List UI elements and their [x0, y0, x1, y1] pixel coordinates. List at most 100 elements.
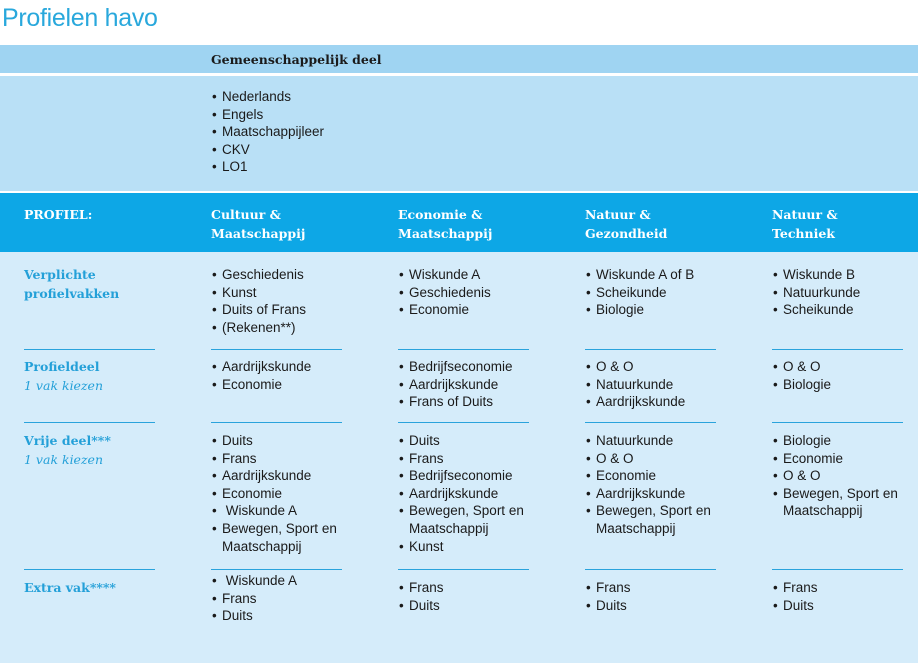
row-label-line: Verplichte	[24, 267, 96, 282]
profile-header-cultuur: Cultuur & Maatschappij	[211, 205, 381, 243]
cell-extra-cultuur: Wiskunde A Frans Duits	[212, 572, 297, 625]
list-item: Frans	[212, 450, 347, 468]
list-item: Natuurkunde	[586, 376, 685, 394]
list-item: O & O	[773, 358, 831, 376]
common-header-band	[0, 45, 918, 73]
divider	[398, 569, 529, 570]
list-item: Wiskunde B	[773, 266, 860, 284]
divider	[772, 349, 903, 350]
list-item: Geschiedenis	[212, 266, 306, 284]
list-item: Kunst	[399, 538, 534, 556]
list-item: Duits of Frans	[212, 301, 306, 319]
list-item: Duits	[773, 597, 818, 615]
list-item: Natuurkunde	[773, 284, 860, 302]
list-item: Bedrijfseconomie	[399, 358, 513, 376]
row-sublabel: 1 vak kiezen	[24, 378, 103, 393]
cell-vrije-techniek: Biologie Economie O & O Bewegen, Sport e…	[773, 432, 908, 520]
list-item: Duits	[212, 432, 347, 450]
list-item: Aardrijkskunde	[212, 467, 347, 485]
list-item: Bedrijfseconomie	[399, 467, 534, 485]
divider	[398, 422, 529, 423]
profile-header-gezondheid: Natuur & Gezondheid	[585, 205, 755, 243]
divider	[772, 422, 903, 423]
cell-profieldeel-cultuur: Aardrijkskunde Economie	[212, 358, 311, 393]
list-item: Wiskunde A	[212, 572, 297, 590]
cell-extra-gezondheid: Frans Duits	[586, 579, 631, 614]
cell-verplichte-economie: Wiskunde A Geschiedenis Economie	[399, 266, 491, 319]
divider	[24, 349, 155, 350]
list-item: Economie	[212, 485, 347, 503]
list-item: Economie	[212, 376, 311, 394]
cell-verplichte-techniek: Wiskunde B Natuurkunde Scheikunde	[773, 266, 860, 319]
list-item: Geschiedenis	[399, 284, 491, 302]
list-item: Engels	[212, 106, 324, 124]
cell-profieldeel-gezondheid: O & O Natuurkunde Aardrijkskunde	[586, 358, 685, 411]
list-item: Scheikunde	[586, 284, 694, 302]
list-item: Aardrijkskunde	[399, 485, 534, 503]
list-item: Wiskunde A of B	[586, 266, 694, 284]
row-label-line: Vrije deel***	[24, 433, 111, 448]
cell-verplichte-gezondheid: Wiskunde A of B Scheikunde Biologie	[586, 266, 694, 319]
list-item: Duits	[399, 597, 444, 615]
cell-profieldeel-economie: Bedrijfseconomie Aardrijkskunde Frans of…	[399, 358, 513, 411]
divider	[772, 569, 903, 570]
page-title: Profielen havo	[2, 4, 158, 32]
common-body-band	[0, 76, 918, 191]
list-item: Aardrijkskunde	[212, 358, 311, 376]
profile-header-line: Cultuur &	[211, 207, 281, 222]
cell-extra-techniek: Frans Duits	[773, 579, 818, 614]
list-item: Duits	[212, 607, 297, 625]
list-item: Scheikunde	[773, 301, 860, 319]
list-item: O & O	[773, 467, 908, 485]
divider	[585, 569, 716, 570]
profile-header-line: Techniek	[772, 226, 835, 241]
common-section-title: Gemeenschappelijk deel	[211, 52, 382, 67]
common-subject-list: Nederlands Engels Maatschappijleer CKV L…	[212, 88, 324, 176]
list-item: Aardrijkskunde	[399, 376, 513, 394]
list-item: LO1	[212, 158, 324, 176]
list-item: Frans	[399, 450, 534, 468]
list-item: Natuurkunde	[586, 432, 721, 450]
profile-header-line: Natuur &	[772, 207, 838, 222]
list-item: Aardrijkskunde	[586, 393, 685, 411]
list-item: Frans	[399, 579, 444, 597]
list-item: Biologie	[773, 432, 908, 450]
row-label-extra-vak: Extra vak****	[24, 578, 174, 597]
list-item: Biologie	[773, 376, 831, 394]
profile-header-line: Natuur &	[585, 207, 651, 222]
list-item: Aardrijkskunde	[586, 485, 721, 503]
cell-vrije-gezondheid: Natuurkunde O & O Economie Aardrijkskund…	[586, 432, 721, 538]
list-item: O & O	[586, 358, 685, 376]
divider	[24, 422, 155, 423]
list-item: Frans	[212, 590, 297, 608]
list-item: Economie	[586, 467, 721, 485]
list-item: Wiskunde A	[212, 502, 347, 520]
profile-label: PROFIEL:	[24, 207, 93, 222]
profile-header-line: Maatschappij	[211, 226, 306, 241]
row-label-line: Extra vak****	[24, 580, 116, 595]
divider	[211, 349, 342, 350]
list-item: Bewegen, Sport en Maatschappij	[773, 485, 908, 520]
cell-profieldeel-techniek: O & O Biologie	[773, 358, 831, 393]
row-label-vrije-deel: Vrije deel*** 1 vak kiezen	[24, 431, 174, 469]
list-item: Maatschappijleer	[212, 123, 324, 141]
divider	[211, 569, 342, 570]
list-item: Duits	[586, 597, 631, 615]
profile-header-line: Gezondheid	[585, 226, 668, 241]
list-item: Biologie	[586, 301, 694, 319]
list-item: Bewegen, Sport en Maatschappij	[399, 502, 534, 537]
profile-header-line: Maatschappij	[398, 226, 493, 241]
cell-extra-economie: Frans Duits	[399, 579, 444, 614]
row-sublabel: 1 vak kiezen	[24, 452, 103, 467]
divider	[398, 349, 529, 350]
list-item: Economie	[773, 450, 908, 468]
row-label-verplichte: Verplichte profielvakken	[24, 265, 174, 303]
row-label-line: profielvakken	[24, 286, 120, 301]
list-item: O & O	[586, 450, 721, 468]
row-label-profieldeel: Profieldeel 1 vak kiezen	[24, 357, 174, 395]
profile-header-economie: Economie & Maatschappij	[398, 205, 568, 243]
cell-verplichte-cultuur: Geschiedenis Kunst Duits of Frans (Reken…	[212, 266, 306, 336]
divider	[585, 349, 716, 350]
list-item: Frans	[773, 579, 818, 597]
divider	[585, 422, 716, 423]
